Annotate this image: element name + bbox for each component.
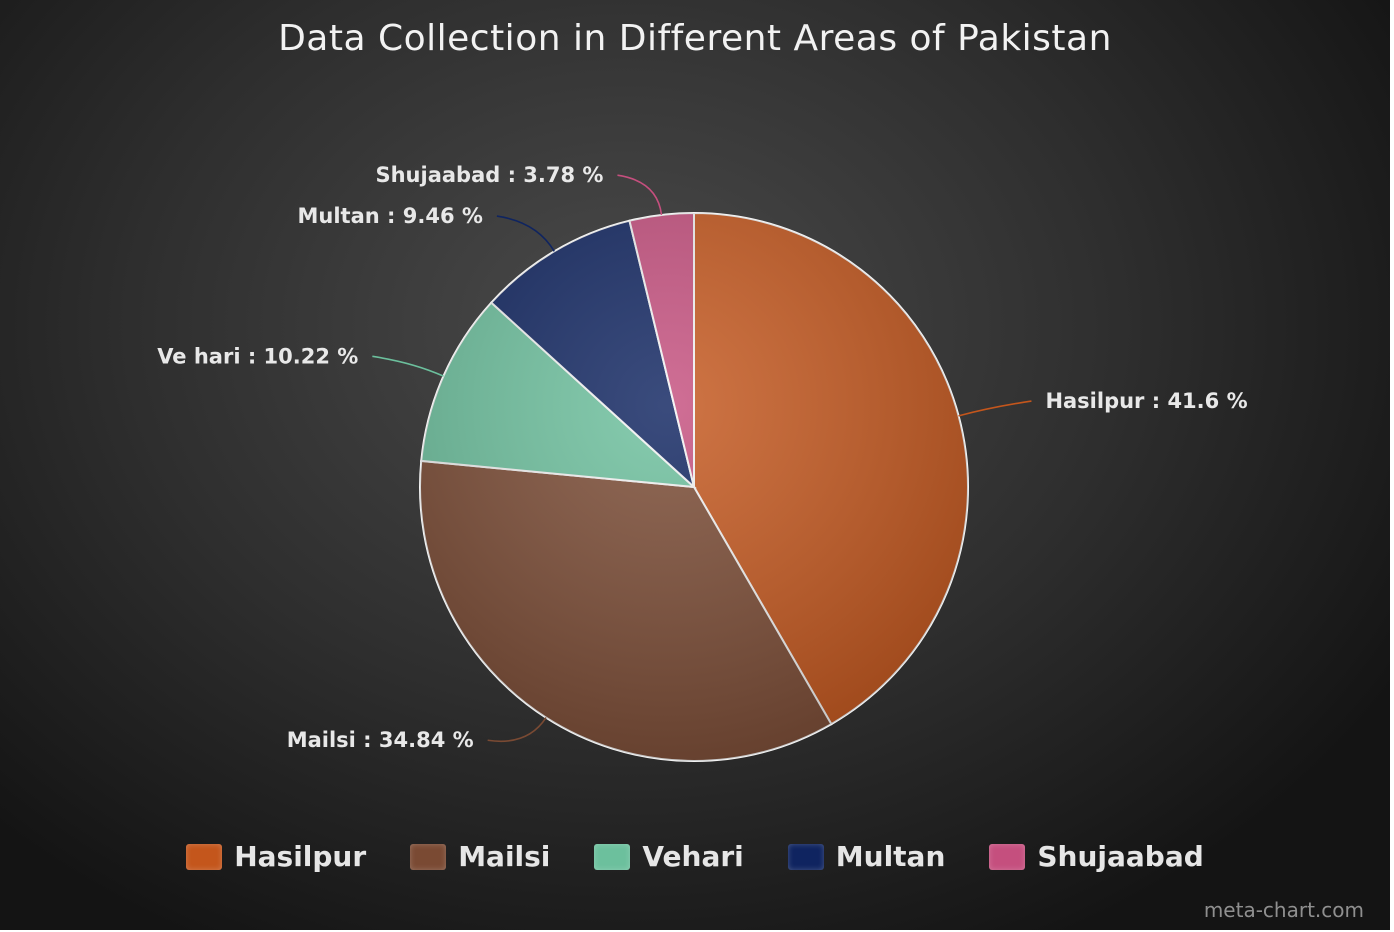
watermark: meta-chart.com (1203, 898, 1364, 922)
legend-item-shujaabad: Shujaabad (989, 840, 1204, 873)
chart-title: Data Collection in Different Areas of Pa… (278, 18, 1112, 59)
leader-line-vehari (372, 355, 444, 377)
legend: Hasilpur Mailsi Vehari Multan Shujaabad (0, 840, 1390, 873)
legend-swatch (989, 843, 1026, 870)
slice-label-hasilpur: Hasilpur : 41.6 % (1045, 389, 1247, 413)
legend-swatch (594, 843, 631, 870)
slice-label-multan: Multan : 9.46 % (298, 204, 483, 228)
slice-label-vehari: Ve hari : 10.22 % (157, 344, 358, 368)
legend-item-mailsi: Mailsi (410, 840, 550, 873)
leader-line-multan (496, 215, 555, 252)
legend-swatch (787, 843, 824, 870)
leader-line-shujaabad (617, 174, 663, 216)
legend-swatch (410, 843, 447, 870)
legend-label: Vehari (642, 840, 744, 873)
legend-item-hasilpur: Hasilpur (186, 840, 366, 873)
leader-line-hasilpur (958, 400, 1032, 417)
legend-label: Shujaabad (1037, 840, 1204, 873)
legend-label: Hasilpur (234, 840, 367, 873)
legend-label: Mailsi (458, 840, 551, 873)
slice-label-shujaabad: Shujaabad : 3.78 % (375, 163, 603, 187)
leader-line-mailsi (487, 717, 547, 742)
legend-swatch (186, 843, 223, 870)
legend-item-multan: Multan (787, 840, 946, 873)
slice-label-mailsi: Mailsi : 34.84 % (287, 728, 474, 752)
legend-label: Multan (835, 840, 946, 873)
legend-item-vehari: Vehari (594, 840, 744, 873)
